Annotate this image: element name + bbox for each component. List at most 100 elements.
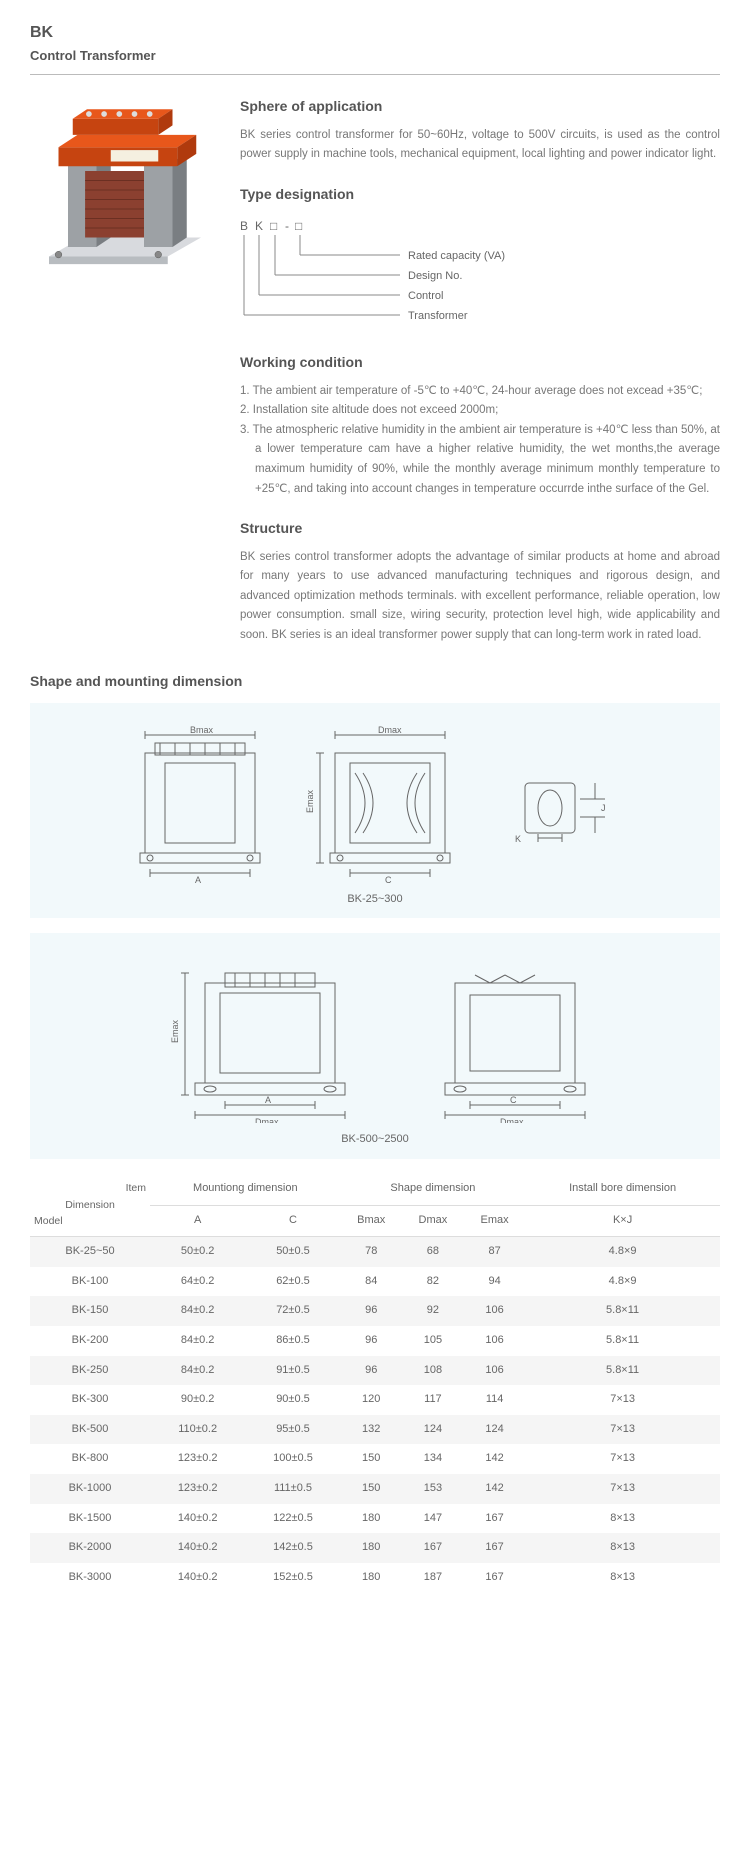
table-cell: 120	[341, 1385, 402, 1415]
install-header: Install bore dimension	[525, 1174, 720, 1205]
dimension-diagram-1: Bmax A Dmax Emax C J	[95, 723, 655, 883]
table-cell: 187	[402, 1563, 464, 1593]
svg-text:B: B	[240, 219, 248, 233]
table-cell: 95±0.5	[245, 1415, 340, 1445]
type-designation-diagram: B K □ - □ Rated capacity (VA) Design No.…	[240, 215, 720, 331]
table-cell: 7×13	[525, 1385, 720, 1415]
table-cell: 72±0.5	[245, 1296, 340, 1326]
table-row: BK-15084±0.272±0.596921065.8×11	[30, 1296, 720, 1326]
table-cell: 86±0.5	[245, 1326, 340, 1356]
product-image	[30, 95, 220, 645]
table-cell: 84±0.2	[150, 1356, 245, 1386]
table-cell: BK-800	[30, 1444, 150, 1474]
table-cell: BK-250	[30, 1356, 150, 1386]
table-cell: 122±0.5	[245, 1504, 340, 1534]
table-cell: 111±0.5	[245, 1474, 340, 1504]
table-cell: 78	[341, 1237, 402, 1267]
table-cell: 153	[402, 1474, 464, 1504]
table-row: BK-500110±0.295±0.51321241247×13	[30, 1415, 720, 1445]
table-cell: BK-100	[30, 1267, 150, 1297]
svg-text:-: -	[285, 219, 289, 233]
table-cell: 167	[464, 1563, 525, 1593]
svg-text:Rated capacity (VA): Rated capacity (VA)	[408, 250, 505, 262]
table-cell: 132	[341, 1415, 402, 1445]
table-cell: 92	[402, 1296, 464, 1326]
dimension-diagram-2: Emax A Dmax C Dmax	[95, 953, 655, 1123]
table-cell: 140±0.2	[150, 1563, 245, 1593]
table-cell: BK-1000	[30, 1474, 150, 1504]
structure-text: BK series control transformer adopts the…	[240, 548, 720, 646]
table-cell: 7×13	[525, 1444, 720, 1474]
table-cell: 90±0.5	[245, 1385, 340, 1415]
svg-text:Dmax: Dmax	[378, 725, 402, 735]
table-cell: 180	[341, 1504, 402, 1534]
table-cell: 152±0.5	[245, 1563, 340, 1593]
table-cell: BK-300	[30, 1385, 150, 1415]
svg-text:J: J	[601, 803, 606, 813]
mounting-header: Mountiong dimension	[150, 1174, 341, 1205]
table-cell: 96	[341, 1296, 402, 1326]
svg-text:Dmax: Dmax	[500, 1117, 524, 1123]
table-row: BK-800123±0.2100±0.51501341427×13	[30, 1444, 720, 1474]
table-cell: 84±0.2	[150, 1326, 245, 1356]
diagram-caption-2: BK-500~2500	[40, 1131, 710, 1149]
svg-text:□: □	[270, 219, 277, 233]
table-cell: 94	[464, 1267, 525, 1297]
table-cell: 134	[402, 1444, 464, 1474]
table-row: BK-1000123±0.2111±0.51501531427×13	[30, 1474, 720, 1504]
header-divider	[30, 74, 720, 75]
table-cell: 7×13	[525, 1415, 720, 1445]
working-title: Working condition	[240, 351, 720, 373]
table-cell: 84	[341, 1267, 402, 1297]
svg-text:C: C	[385, 875, 392, 883]
table-cell: 108	[402, 1356, 464, 1386]
table-row: BK-20084±0.286±0.5961051065.8×11	[30, 1326, 720, 1356]
table-cell: BK-3000	[30, 1563, 150, 1593]
shape-header: Shape dimension	[341, 1174, 526, 1205]
table-cell: 4.8×9	[525, 1267, 720, 1297]
table-cell: 110±0.2	[150, 1415, 245, 1445]
table-cell: 105	[402, 1326, 464, 1356]
svg-text:A: A	[195, 875, 201, 883]
table-cell: BK-150	[30, 1296, 150, 1326]
diagram-box-1: Bmax A Dmax Emax C J	[30, 703, 720, 919]
type-designation-title: Type designation	[240, 183, 720, 205]
table-cell: 147	[402, 1504, 464, 1534]
table-cell: 7×13	[525, 1474, 720, 1504]
diagram-box-2: Emax A Dmax C Dmax BK-500~2500	[30, 933, 720, 1159]
svg-text:Design No.: Design No.	[408, 270, 462, 282]
table-row: BK-3000140±0.2152±0.51801871678×13	[30, 1563, 720, 1593]
table-cell: 124	[464, 1415, 525, 1445]
working-list: 1. The ambient air temperature of -5℃ to…	[240, 382, 720, 499]
transformer-illustration	[30, 95, 220, 285]
table-cell: 5.8×11	[525, 1326, 720, 1356]
table-cell: 8×13	[525, 1563, 720, 1593]
sphere-text: BK series control transformer for 50~60H…	[240, 126, 720, 165]
page-title: BK	[30, 20, 720, 46]
shape-section-title: Shape and mounting dimension	[30, 670, 720, 692]
table-cell: 84±0.2	[150, 1296, 245, 1326]
table-cell: 106	[464, 1356, 525, 1386]
table-cell: BK-200	[30, 1326, 150, 1356]
table-cell: 87	[464, 1237, 525, 1267]
table-row: BK-10064±0.262±0.58482944.8×9	[30, 1267, 720, 1297]
diagram-caption-1: BK-25~300	[40, 891, 710, 909]
table-cell: 68	[402, 1237, 464, 1267]
table-cell: 64±0.2	[150, 1267, 245, 1297]
table-cell: 142	[464, 1474, 525, 1504]
table-cell: 82	[402, 1267, 464, 1297]
table-cell: 124	[402, 1415, 464, 1445]
table-cell: 96	[341, 1356, 402, 1386]
svg-text:Dmax: Dmax	[255, 1117, 279, 1123]
table-cell: 167	[464, 1533, 525, 1563]
svg-text:C: C	[510, 1095, 517, 1105]
table-cell: 123±0.2	[150, 1444, 245, 1474]
sphere-title: Sphere of application	[240, 95, 720, 117]
table-cell: 150	[341, 1444, 402, 1474]
table-row: BK-1500140±0.2122±0.51801471678×13	[30, 1504, 720, 1534]
table-cell: BK-1500	[30, 1504, 150, 1534]
table-cell: 142	[464, 1444, 525, 1474]
dimension-table: Item Dimension Model Mountiong dimension…	[30, 1174, 720, 1593]
svg-text:Emax: Emax	[305, 789, 315, 813]
table-cell: 142±0.5	[245, 1533, 340, 1563]
